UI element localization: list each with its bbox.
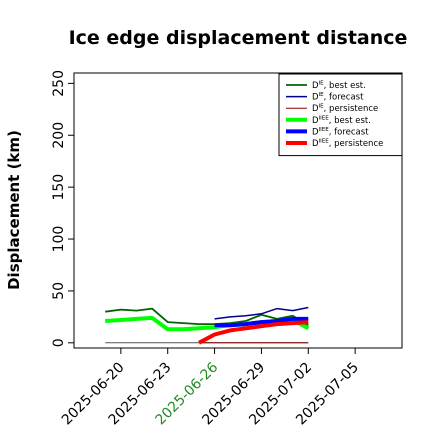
series-line-1: [214, 306, 309, 320]
y-axis-label: Displacement (km): [5, 130, 23, 290]
y-tick-label-5: 250: [51, 70, 67, 97]
series-line-4: [214, 316, 309, 328]
y-tick-label-0: 0: [51, 338, 67, 347]
legend-entry-3: DIIEE, best est.: [312, 115, 371, 126]
legend-entry-5: DIIEE, persistence: [312, 139, 383, 150]
x-axis: 2025-06-202025-06-232025-06-262025-06-29…: [59, 348, 362, 428]
plot-frame: [73, 72, 403, 349]
legend-entry-2: DIE, persistence: [312, 104, 378, 115]
y-tick-label-3: 150: [51, 174, 67, 201]
series-line-0: [105, 307, 309, 326]
y-axis: 0 50 100 150 200 250: [51, 70, 74, 347]
chart-title: Ice edge displacement distance: [69, 27, 408, 49]
legend-entry-4: DIIEE, forecast: [312, 127, 369, 138]
series-line-5: [198, 320, 309, 345]
y-tick-label-4: 200: [51, 122, 67, 149]
y-tick-label-1: 50: [51, 282, 67, 300]
series-layer: [105, 306, 310, 345]
legend-entry-1: DIE, forecast: [312, 92, 364, 103]
y-tick-label-2: 100: [51, 226, 67, 253]
legend-entry-0: DIE, best est.: [312, 81, 366, 92]
